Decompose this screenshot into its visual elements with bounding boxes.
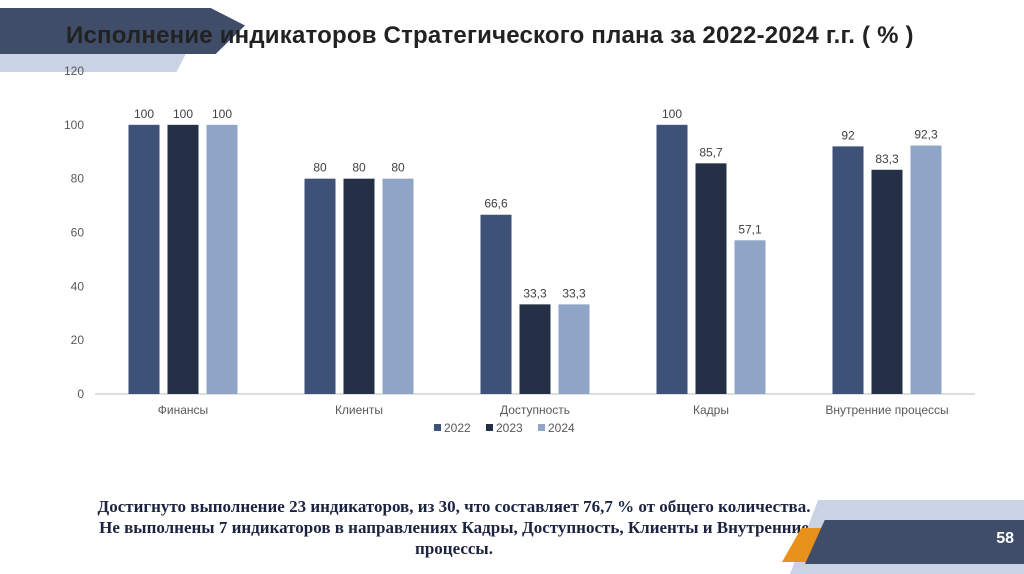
y-tick-label: 60 [71,226,85,240]
data-label: 92 [841,128,855,142]
legend-swatch-2024 [538,424,545,431]
y-tick-label: 40 [71,279,85,293]
legend-swatch-2022 [434,424,441,431]
bar-2024 [382,178,414,394]
page-number: 58 [996,530,1014,547]
x-tick-label: Финансы [158,403,208,417]
bar-2022 [128,124,160,394]
header-accent-dark [0,8,245,54]
legend-swatch-2023 [486,424,493,431]
data-label: 57,1 [738,222,762,236]
y-tick-label: 80 [71,172,85,186]
bar-2024 [910,145,942,394]
x-tick-label: Доступность [500,403,570,417]
data-label: 33,3 [523,286,547,300]
data-label: 66,6 [484,197,508,211]
bar-2022 [480,214,512,394]
bar-chart: 0 20 40 60 80 100 120 100 100 100 Финансы 80 80 80 Кли… [64,64,975,435]
bar-2023 [343,178,375,394]
data-label: 100 [662,107,682,121]
bar-2023 [695,163,727,394]
bar-2022 [832,146,864,394]
bar-2023 [519,304,551,394]
y-tick-label: 20 [71,333,85,347]
legend-label-2022: 2022 [444,421,471,435]
x-tick-label: Внутренние процессы [825,403,948,417]
data-label: 92,3 [914,128,938,142]
page-title: Исполнение индикаторов Стратегического п… [66,22,914,49]
summary-line-1: Достигнуто выполнение 23 индикаторов, из… [97,497,811,516]
bar-2024 [206,124,238,394]
data-label: 80 [313,161,327,175]
legend-label-2023: 2023 [496,421,523,435]
data-label: 100 [212,107,232,121]
data-label: 80 [391,161,405,175]
y-tick-label: 0 [77,387,84,401]
x-tick-label: Клиенты [335,403,383,417]
data-label: 100 [173,107,193,121]
bar-2022 [656,124,688,394]
bar-2024 [734,240,766,394]
y-tick-label: 120 [64,64,84,78]
footer-accent-dark [805,520,1024,564]
data-label: 83,3 [875,152,899,166]
summary-text: Достигнуто выполнение 23 индикаторов, из… [20,496,888,559]
data-label: 80 [352,161,366,175]
data-label: 85,7 [699,145,723,159]
bar-2023 [871,169,903,394]
summary-line-2: Не выполнены 7 индикаторов в направления… [99,518,809,558]
data-label: 33,3 [562,286,586,300]
y-tick-label: 100 [64,118,84,132]
data-label: 100 [134,107,154,121]
x-tick-label: Кадры [693,403,729,417]
bar-2022 [304,178,336,394]
bar-2024 [558,304,590,394]
bar-2023 [167,124,199,394]
legend-label-2024: 2024 [548,421,575,435]
